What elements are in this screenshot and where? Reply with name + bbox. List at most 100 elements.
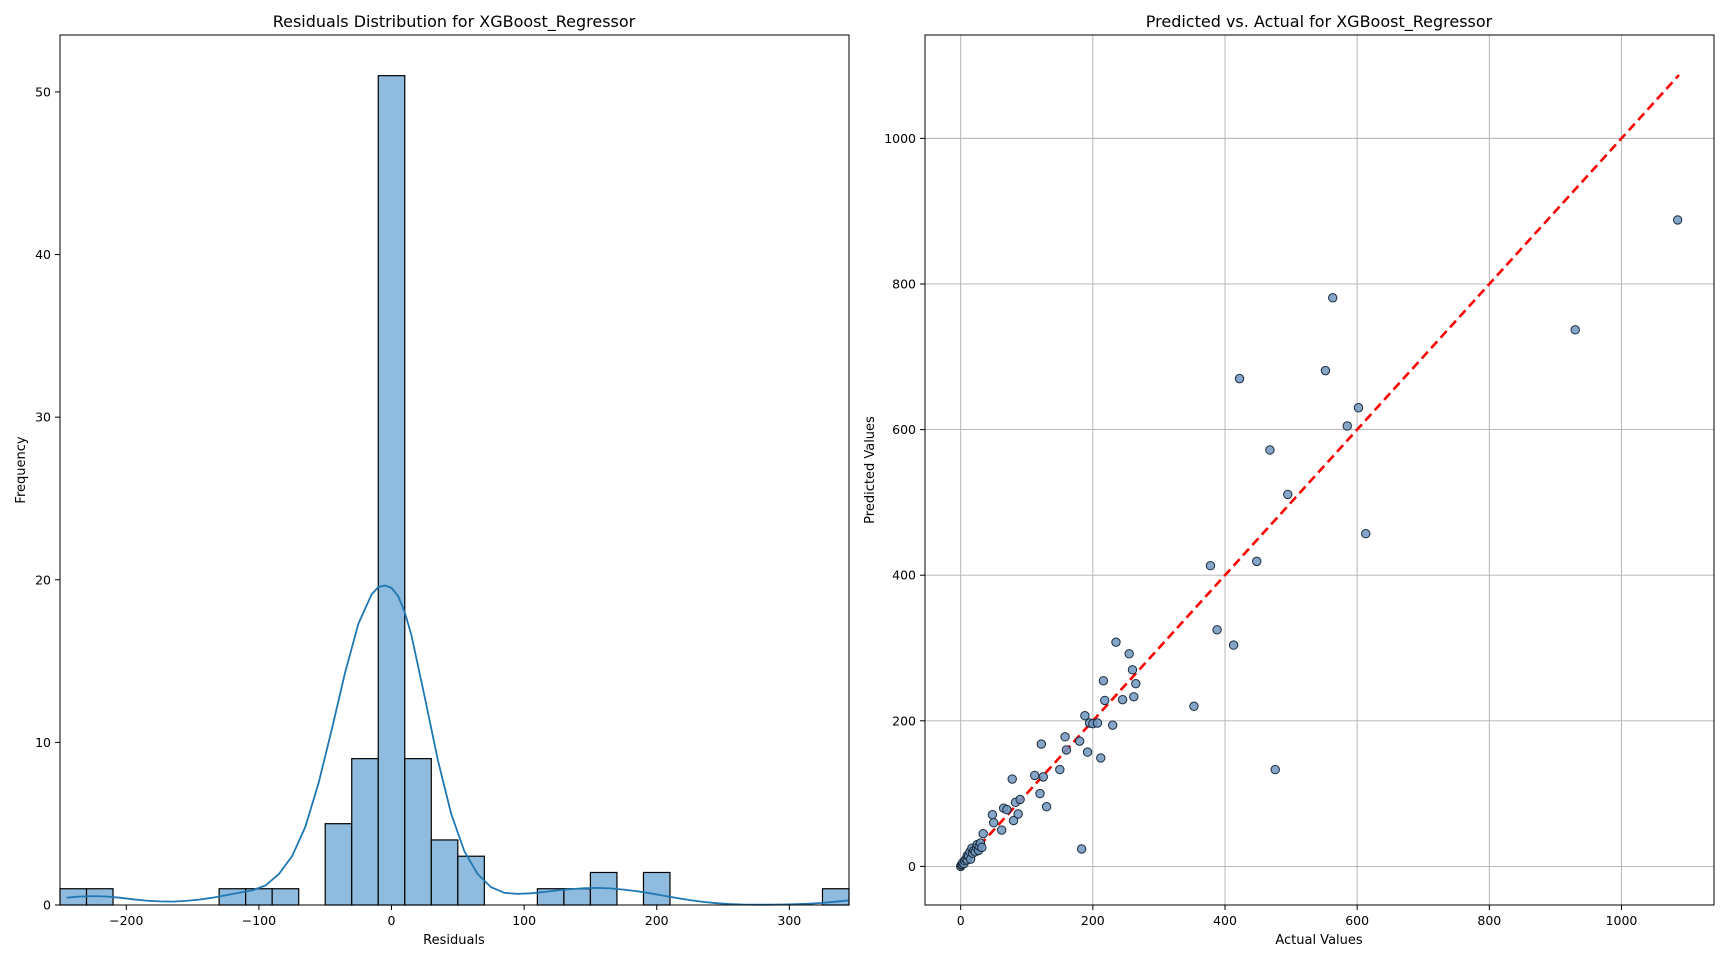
y-tick-label: 0: [908, 859, 916, 874]
x-tick-label: 0: [957, 913, 965, 928]
x-axis-ticks: −200 −100 0 100 200 300: [109, 905, 801, 928]
scatter-point: [1342, 421, 1352, 431]
histogram-bar: [218, 888, 247, 906]
scatter-point: [1076, 844, 1087, 854]
scatter-point: [1212, 625, 1222, 635]
scatter-point: [1252, 556, 1262, 567]
y-tick-label: 0: [43, 898, 51, 913]
scatter-point: [1129, 692, 1139, 702]
histogram-bar: [642, 871, 671, 906]
x-tick-label: 200: [1081, 913, 1105, 928]
scatter-point: [1041, 802, 1052, 812]
histogram-bar: [324, 823, 353, 906]
scatter-points: [955, 215, 1683, 872]
scatter-point: [1096, 753, 1106, 763]
plot-frame: [924, 34, 1715, 906]
scatter-point: [1002, 804, 1012, 815]
y-tick-label: 1000: [884, 131, 916, 146]
grid-lines: [925, 35, 1714, 905]
scatter-point: [1061, 745, 1072, 755]
scatter-point: [1361, 529, 1371, 539]
histogram-bar: [377, 75, 406, 906]
scatter-point: [1107, 720, 1118, 730]
scatter-point: [1328, 293, 1338, 303]
scatter-point: [1189, 701, 1199, 711]
y-tick-label: 30: [35, 410, 51, 425]
scatter-point: [1283, 489, 1293, 500]
x-axis-label: Actual Values: [1275, 933, 1363, 948]
x-tick-label: −200: [109, 913, 143, 928]
y-tick-label: 40: [35, 247, 51, 262]
histogram-bar: [271, 888, 300, 906]
y-tick-label: 20: [35, 572, 51, 587]
plot-frame: [59, 34, 850, 906]
scatter-point: [1111, 637, 1121, 647]
scatter-point: [1098, 676, 1109, 686]
x-tick-label: 300: [777, 913, 801, 928]
x-tick-label: 200: [645, 913, 669, 928]
histogram-bars: [59, 75, 850, 906]
y-tick-label: 600: [892, 422, 916, 437]
scatter-point: [1265, 445, 1275, 455]
scatter-point: [1038, 772, 1048, 782]
x-tick-label: 0: [388, 913, 396, 928]
x-tick-label: 400: [1213, 913, 1237, 928]
scatter-point: [987, 810, 998, 820]
scatter-point: [1131, 678, 1141, 689]
scatter-point: [1036, 739, 1047, 749]
y-tick-label: 50: [35, 84, 51, 99]
histogram-bar: [351, 758, 379, 906]
x-tick-label: 1000: [1606, 913, 1638, 928]
scatter-point: [1234, 373, 1245, 384]
x-tick-label: 600: [1345, 913, 1369, 928]
scatter-point: [1082, 747, 1093, 757]
scatter-point: [1055, 764, 1065, 775]
y-tick-label: 200: [892, 713, 916, 728]
scatter-point: [1060, 732, 1070, 742]
scatter-point: [1029, 770, 1040, 781]
predicted-vs-actual-chart: Predicted vs. Actual for XGBoost_Regress…: [863, 12, 1715, 948]
scatter-point: [1570, 325, 1580, 335]
scatter-point: [1007, 774, 1017, 784]
scatter-point: [1074, 736, 1085, 746]
scatter-point: [1080, 711, 1090, 721]
scatter-point: [989, 818, 999, 828]
scatter-point: [977, 842, 987, 853]
scatter-point: [1117, 694, 1128, 705]
histogram-bar: [563, 888, 592, 906]
scatter-point: [1008, 815, 1019, 826]
scatter-point: [1035, 788, 1045, 799]
y-axis-label: Frequency: [14, 436, 29, 503]
x-tick-label: −100: [242, 913, 276, 928]
residuals-histogram-chart: Residuals Distribution for XGBoost_Regre…: [14, 12, 850, 948]
chart-title: Predicted vs. Actual for XGBoost_Regress…: [1146, 12, 1493, 32]
scatter-point: [1228, 640, 1239, 650]
reference-line: [959, 74, 1680, 868]
scatter-point: [1092, 718, 1103, 728]
x-axis-ticks: 0 200 400 600 800 1000: [957, 905, 1638, 928]
y-tick-label: 800: [892, 276, 916, 291]
scatter-point: [978, 828, 988, 839]
scatter-point: [1672, 215, 1683, 225]
scatter-point: [1013, 809, 1023, 819]
scatter-point: [996, 825, 1007, 835]
scatter-point: [1100, 695, 1110, 706]
y-axis-label: Predicted Values: [863, 416, 878, 524]
x-tick-label: 100: [512, 913, 536, 928]
scatter-point: [1320, 365, 1331, 376]
kde-curve: [66, 584, 850, 906]
scatter-point: [1124, 649, 1134, 659]
x-tick-label: 800: [1477, 913, 1501, 928]
y-tick-label: 400: [892, 568, 916, 583]
histogram-bar: [430, 839, 459, 906]
scatter-point: [1353, 403, 1364, 413]
scatter-point: [1205, 561, 1216, 571]
scatter-point: [1270, 764, 1280, 775]
histogram-bar: [404, 758, 432, 906]
x-axis-label: Residuals: [423, 933, 485, 948]
y-tick-label: 10: [35, 735, 51, 750]
y-axis-ticks: 0 200 400 600 800 1000: [884, 131, 925, 874]
scatter-point: [1015, 794, 1025, 805]
chart-title: Residuals Distribution for XGBoost_Regre…: [273, 12, 636, 32]
